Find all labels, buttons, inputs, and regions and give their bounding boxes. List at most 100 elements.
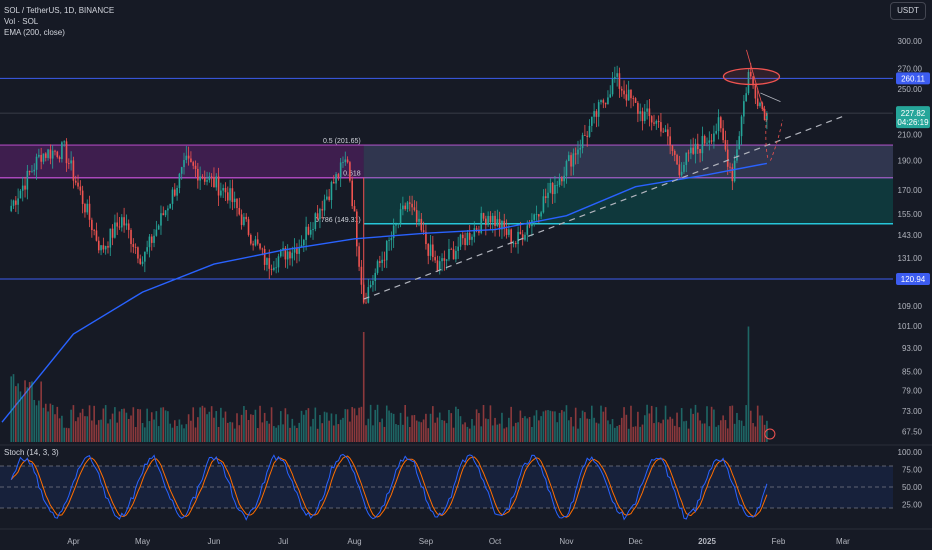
fib-label-1: 0.618 <box>343 171 361 178</box>
currency-button[interactable]: USDT <box>890 2 926 20</box>
volume-bar <box>531 426 533 442</box>
volume-bar <box>162 407 165 442</box>
candle <box>109 228 112 248</box>
candle <box>404 205 406 210</box>
candle <box>86 203 89 213</box>
volume-bar <box>339 419 342 442</box>
candle <box>79 186 82 191</box>
volume-bar <box>197 417 199 442</box>
volume-bar <box>187 414 190 442</box>
volume-bar <box>680 408 683 442</box>
volume-bar <box>399 412 402 442</box>
volume-bar <box>316 428 319 442</box>
candle <box>743 101 745 117</box>
volume-bar <box>68 428 70 442</box>
candle <box>332 182 335 184</box>
candle <box>215 176 218 188</box>
volume-bar <box>116 422 119 442</box>
candle <box>738 136 741 150</box>
volume-bar <box>614 427 616 442</box>
candle <box>88 203 91 220</box>
stoch-k-line <box>10 453 768 521</box>
volume-bar <box>733 423 736 442</box>
volume-bar <box>542 411 545 442</box>
volume-bar <box>703 423 706 442</box>
candle <box>84 204 86 213</box>
candle <box>459 234 462 247</box>
candle <box>316 213 319 220</box>
volume-bar <box>579 418 582 442</box>
volume-bar <box>397 425 400 442</box>
volume-bar <box>749 410 752 442</box>
candle <box>107 246 109 248</box>
volume-bar <box>203 407 206 442</box>
volume-bar <box>254 409 257 442</box>
volume-bar <box>501 412 503 442</box>
candle <box>620 88 623 91</box>
candle <box>609 94 612 98</box>
volume-bar <box>570 417 572 442</box>
volume-bar <box>277 425 280 442</box>
volume-bar <box>434 422 436 442</box>
fib-label-2: 0.786 (149.31) <box>315 217 361 224</box>
volume-bar <box>217 426 220 442</box>
candle <box>766 113 768 120</box>
volume-bar <box>150 412 153 442</box>
candle <box>494 215 496 227</box>
candle <box>54 150 56 152</box>
candle <box>349 162 351 181</box>
candle <box>167 208 169 211</box>
stoch-label: Stoch (14, 3, 3) <box>4 448 59 457</box>
candle <box>208 176 211 181</box>
volume-bar <box>408 427 411 442</box>
volume-bar <box>496 424 499 442</box>
candle <box>132 244 135 247</box>
candle <box>160 213 162 226</box>
volume-bar <box>42 407 45 442</box>
volume-bar <box>123 408 125 442</box>
volume-bar <box>491 425 494 442</box>
volume-bar <box>443 420 446 442</box>
volume-bar <box>538 420 540 442</box>
volume-bar <box>275 427 277 442</box>
candle <box>510 229 512 244</box>
candle <box>77 182 79 187</box>
candle <box>461 234 464 239</box>
candle <box>289 251 291 259</box>
volume-bar <box>256 428 259 442</box>
volume-bars <box>10 326 768 442</box>
volume-bar <box>713 409 715 442</box>
candle <box>627 89 630 101</box>
candle <box>611 78 614 95</box>
volume-bar <box>100 419 102 442</box>
candle <box>657 120 660 123</box>
volume-bar <box>35 405 38 442</box>
price-tick-label: 155.00 <box>898 210 923 219</box>
volume-bar <box>268 423 271 442</box>
volume-bar <box>247 420 250 442</box>
volume-bar <box>736 412 738 442</box>
volume-bar <box>422 419 425 442</box>
candle <box>655 120 658 124</box>
volume-bar <box>335 414 337 442</box>
volume-bar <box>314 407 317 442</box>
candle <box>395 224 397 226</box>
candle <box>565 161 568 176</box>
volume-bar <box>367 418 370 442</box>
price-tick-label: 143.00 <box>898 231 923 240</box>
price-tick-label: 270.00 <box>898 65 923 74</box>
candle <box>747 71 750 94</box>
volume-bar <box>584 412 586 442</box>
volume-bar <box>93 405 95 442</box>
candle <box>146 247 148 252</box>
candle <box>127 223 130 230</box>
top-highlight-ellipse <box>722 67 781 86</box>
candle <box>563 175 565 182</box>
time-axis-label: Feb <box>772 537 786 546</box>
volume-bar <box>759 415 761 442</box>
volume-bar <box>418 421 420 442</box>
price-tick-label: 79.00 <box>902 386 923 395</box>
candle <box>427 244 430 256</box>
candle <box>245 216 248 220</box>
